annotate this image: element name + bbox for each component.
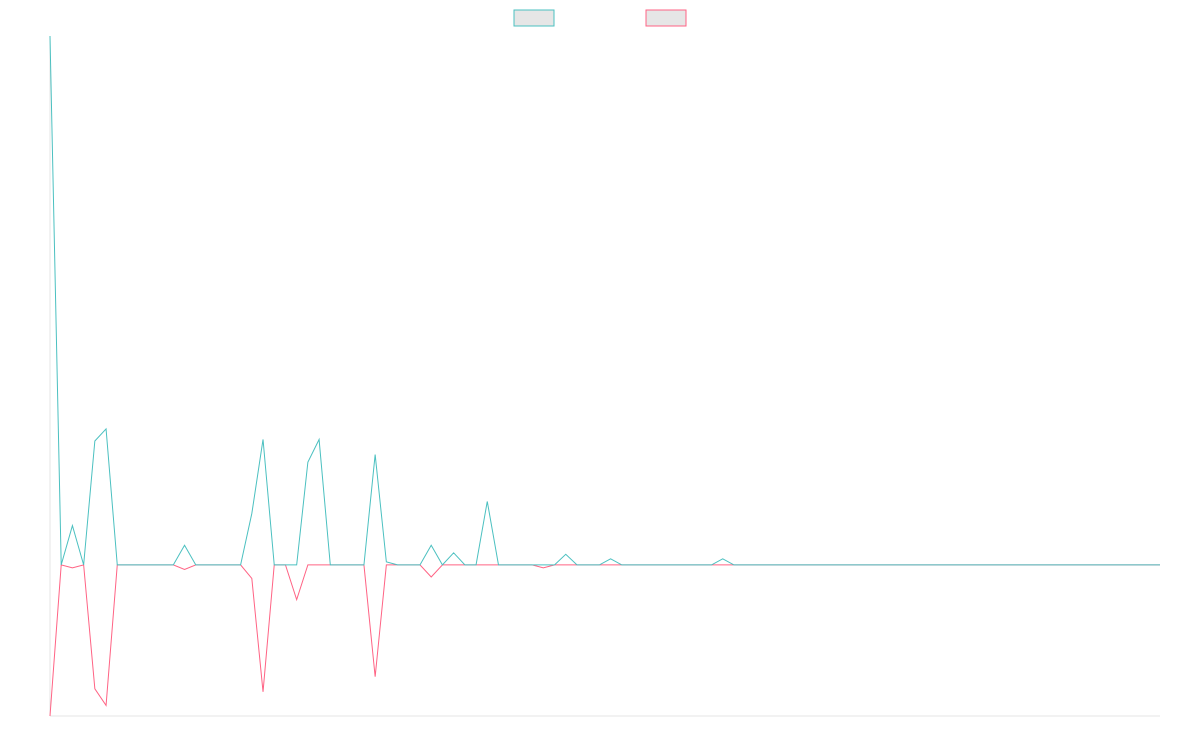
legend-swatch-2[interactable] bbox=[645, 9, 687, 27]
series-line-2 bbox=[49, 564, 1160, 717]
legend-swatch-1[interactable] bbox=[513, 9, 555, 27]
series-line-1 bbox=[49, 35, 1160, 566]
legend bbox=[513, 9, 687, 27]
series-group bbox=[49, 35, 1160, 717]
